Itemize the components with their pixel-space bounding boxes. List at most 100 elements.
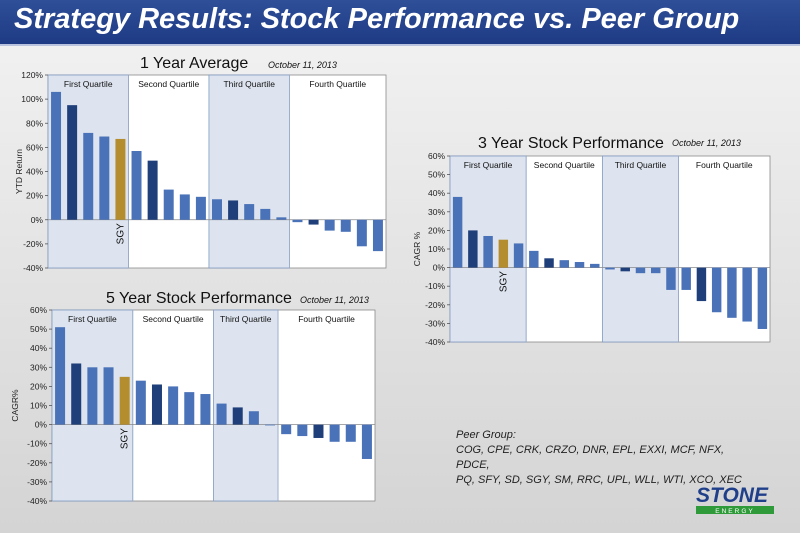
bar — [757, 267, 768, 329]
y-tick-label: -10% — [425, 281, 445, 291]
quartile-label-3: Third Quartile — [223, 79, 275, 89]
y-tick-label: 60% — [26, 142, 43, 152]
bar — [212, 199, 222, 220]
bar — [345, 424, 356, 442]
chart-date: October 11, 2013 — [672, 138, 741, 148]
sgy-bar — [498, 239, 509, 268]
y-tick-label: 40% — [30, 343, 47, 353]
peer-group-note: Peer Group: COG, CPE, CRK, CRZO, DNR, EP… — [456, 428, 756, 488]
bar — [727, 267, 737, 318]
stone-energy-logo: STONE ENERGY — [696, 484, 774, 515]
quartile-label-1: First Quartile — [464, 160, 513, 170]
y-tick-label: 20% — [26, 191, 43, 201]
bar — [216, 403, 227, 425]
quartile-label-2: Second Quartile — [143, 314, 204, 324]
y-tick-label: -30% — [425, 318, 445, 328]
sgy-label: SGY — [115, 223, 126, 244]
quartile-label-1: First Quartile — [64, 79, 113, 89]
bar — [51, 91, 62, 220]
y-tick-label: 40% — [26, 167, 43, 177]
sgy-bar — [119, 376, 130, 425]
logo-wordmark: STONE — [696, 484, 769, 507]
bar — [696, 267, 707, 302]
y-tick-label: -30% — [27, 477, 47, 487]
y-tick-label: -20% — [23, 239, 43, 249]
y-tick-label: 10% — [30, 401, 47, 411]
bar — [103, 367, 114, 425]
y-tick-label: -10% — [27, 439, 47, 449]
bar — [163, 189, 174, 220]
y-tick-label: 60% — [30, 305, 47, 315]
bar — [650, 267, 661, 274]
y-axis-label: YTD Return — [14, 149, 24, 194]
quartile-label-4: Fourth Quartile — [309, 79, 366, 89]
bar — [147, 160, 158, 220]
bar — [168, 386, 179, 425]
bar — [83, 132, 94, 220]
bar — [559, 260, 570, 268]
bar — [265, 424, 276, 426]
bar — [135, 380, 146, 425]
y-tick-label: 10% — [428, 244, 445, 254]
logo-subtext: ENERGY — [715, 508, 754, 515]
title-banner: Strategy Results: Stock Performance vs. … — [0, 0, 800, 44]
sgy-label: SGY — [498, 271, 509, 292]
y-tick-label: -20% — [425, 300, 445, 310]
y-tick-label: -40% — [27, 496, 47, 506]
bar — [195, 196, 206, 220]
bar — [666, 267, 676, 290]
bar — [67, 105, 78, 220]
bar — [297, 424, 308, 437]
y-tick-label: 0% — [31, 215, 44, 225]
bar — [544, 258, 554, 268]
bar — [590, 263, 600, 268]
bar — [200, 394, 211, 425]
quartile-shade-3 — [601, 155, 679, 343]
bar — [131, 150, 142, 220]
bar — [372, 219, 383, 252]
bar — [605, 267, 615, 270]
bar — [99, 136, 110, 220]
y-tick-label: -40% — [425, 337, 445, 347]
bar — [361, 424, 372, 459]
bar — [324, 219, 335, 231]
bar — [281, 424, 292, 435]
bar — [620, 267, 630, 272]
quartile-label-4: Fourth Quartile — [298, 314, 355, 324]
bar — [55, 327, 66, 425]
bar — [529, 250, 539, 268]
y-tick-label: 0% — [35, 420, 48, 430]
y-tick-label: 100% — [21, 94, 43, 104]
y-tick-label: 20% — [428, 225, 445, 235]
y-tick-label: 60% — [428, 151, 445, 161]
bar — [742, 267, 752, 322]
bar — [711, 267, 722, 313]
sgy-label: SGY — [120, 428, 131, 449]
quartile-shade-3 — [208, 74, 290, 269]
chart-date: October 11, 2013 — [300, 295, 369, 305]
chart-1-year-average: First Quartile Second Quartile Third Quart… — [14, 55, 387, 273]
peer-group-line-1: COG, CPE, CRK, CRZO, DNR, EPL, EXXI, MCF… — [456, 444, 725, 471]
bar — [329, 424, 340, 442]
bar — [87, 367, 98, 425]
chart-5-year-performance: First Quartile Second Quartile Third Quart… — [10, 290, 376, 506]
y-tick-label: 50% — [30, 324, 47, 334]
y-tick-label: 30% — [428, 207, 445, 217]
chart-3-year-performance: First Quartile Second Quartile Third Quart… — [412, 135, 771, 347]
y-tick-label: -40% — [23, 263, 43, 273]
y-tick-label: 120% — [21, 70, 43, 80]
bar — [681, 267, 691, 290]
bar — [452, 196, 463, 268]
quartile-label-3: Third Quartile — [220, 314, 272, 324]
page-title: Strategy Results: Stock Performance vs. … — [14, 3, 740, 35]
bar — [184, 392, 195, 425]
quartile-label-1: First Quartile — [68, 314, 117, 324]
bar — [179, 194, 190, 220]
chart-title: 3 Year Stock Performance — [478, 135, 664, 152]
y-tick-label: -20% — [27, 458, 47, 468]
y-tick-label: 30% — [30, 362, 47, 372]
title-underline — [0, 44, 800, 46]
bar — [232, 407, 243, 425]
bar — [513, 243, 524, 268]
bar — [574, 262, 585, 268]
